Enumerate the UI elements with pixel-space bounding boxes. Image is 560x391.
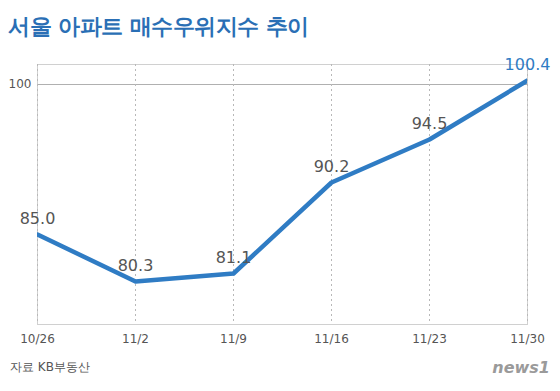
svg-text:11/2: 11/2 — [122, 332, 149, 346]
svg-text:81.1: 81.1 — [216, 248, 252, 267]
svg-text:11/30: 11/30 — [510, 332, 545, 346]
html-text:news1: news1 — [492, 358, 550, 377]
svg-text:10/26: 10/26 — [20, 332, 55, 346]
html-text:서울 아파트 매수우위지수 추이: 서울 아파트 매수우위지수 추이 — [8, 14, 309, 39]
svg-text:90.2: 90.2 — [314, 157, 350, 176]
svg-text:100: 100 — [9, 77, 32, 91]
svg-text:94.5: 94.5 — [412, 114, 448, 133]
svg-text:100.4: 100.4 — [505, 55, 551, 74]
svg-text:11/23: 11/23 — [412, 332, 447, 346]
svg-text:80.3: 80.3 — [118, 256, 154, 275]
svg-text:85.0: 85.0 — [20, 209, 56, 228]
html-text:자료 KB부동산: 자료 KB부동산 — [10, 360, 90, 374]
svg-text:11/9: 11/9 — [220, 332, 247, 346]
svg-text:11/16: 11/16 — [314, 332, 349, 346]
